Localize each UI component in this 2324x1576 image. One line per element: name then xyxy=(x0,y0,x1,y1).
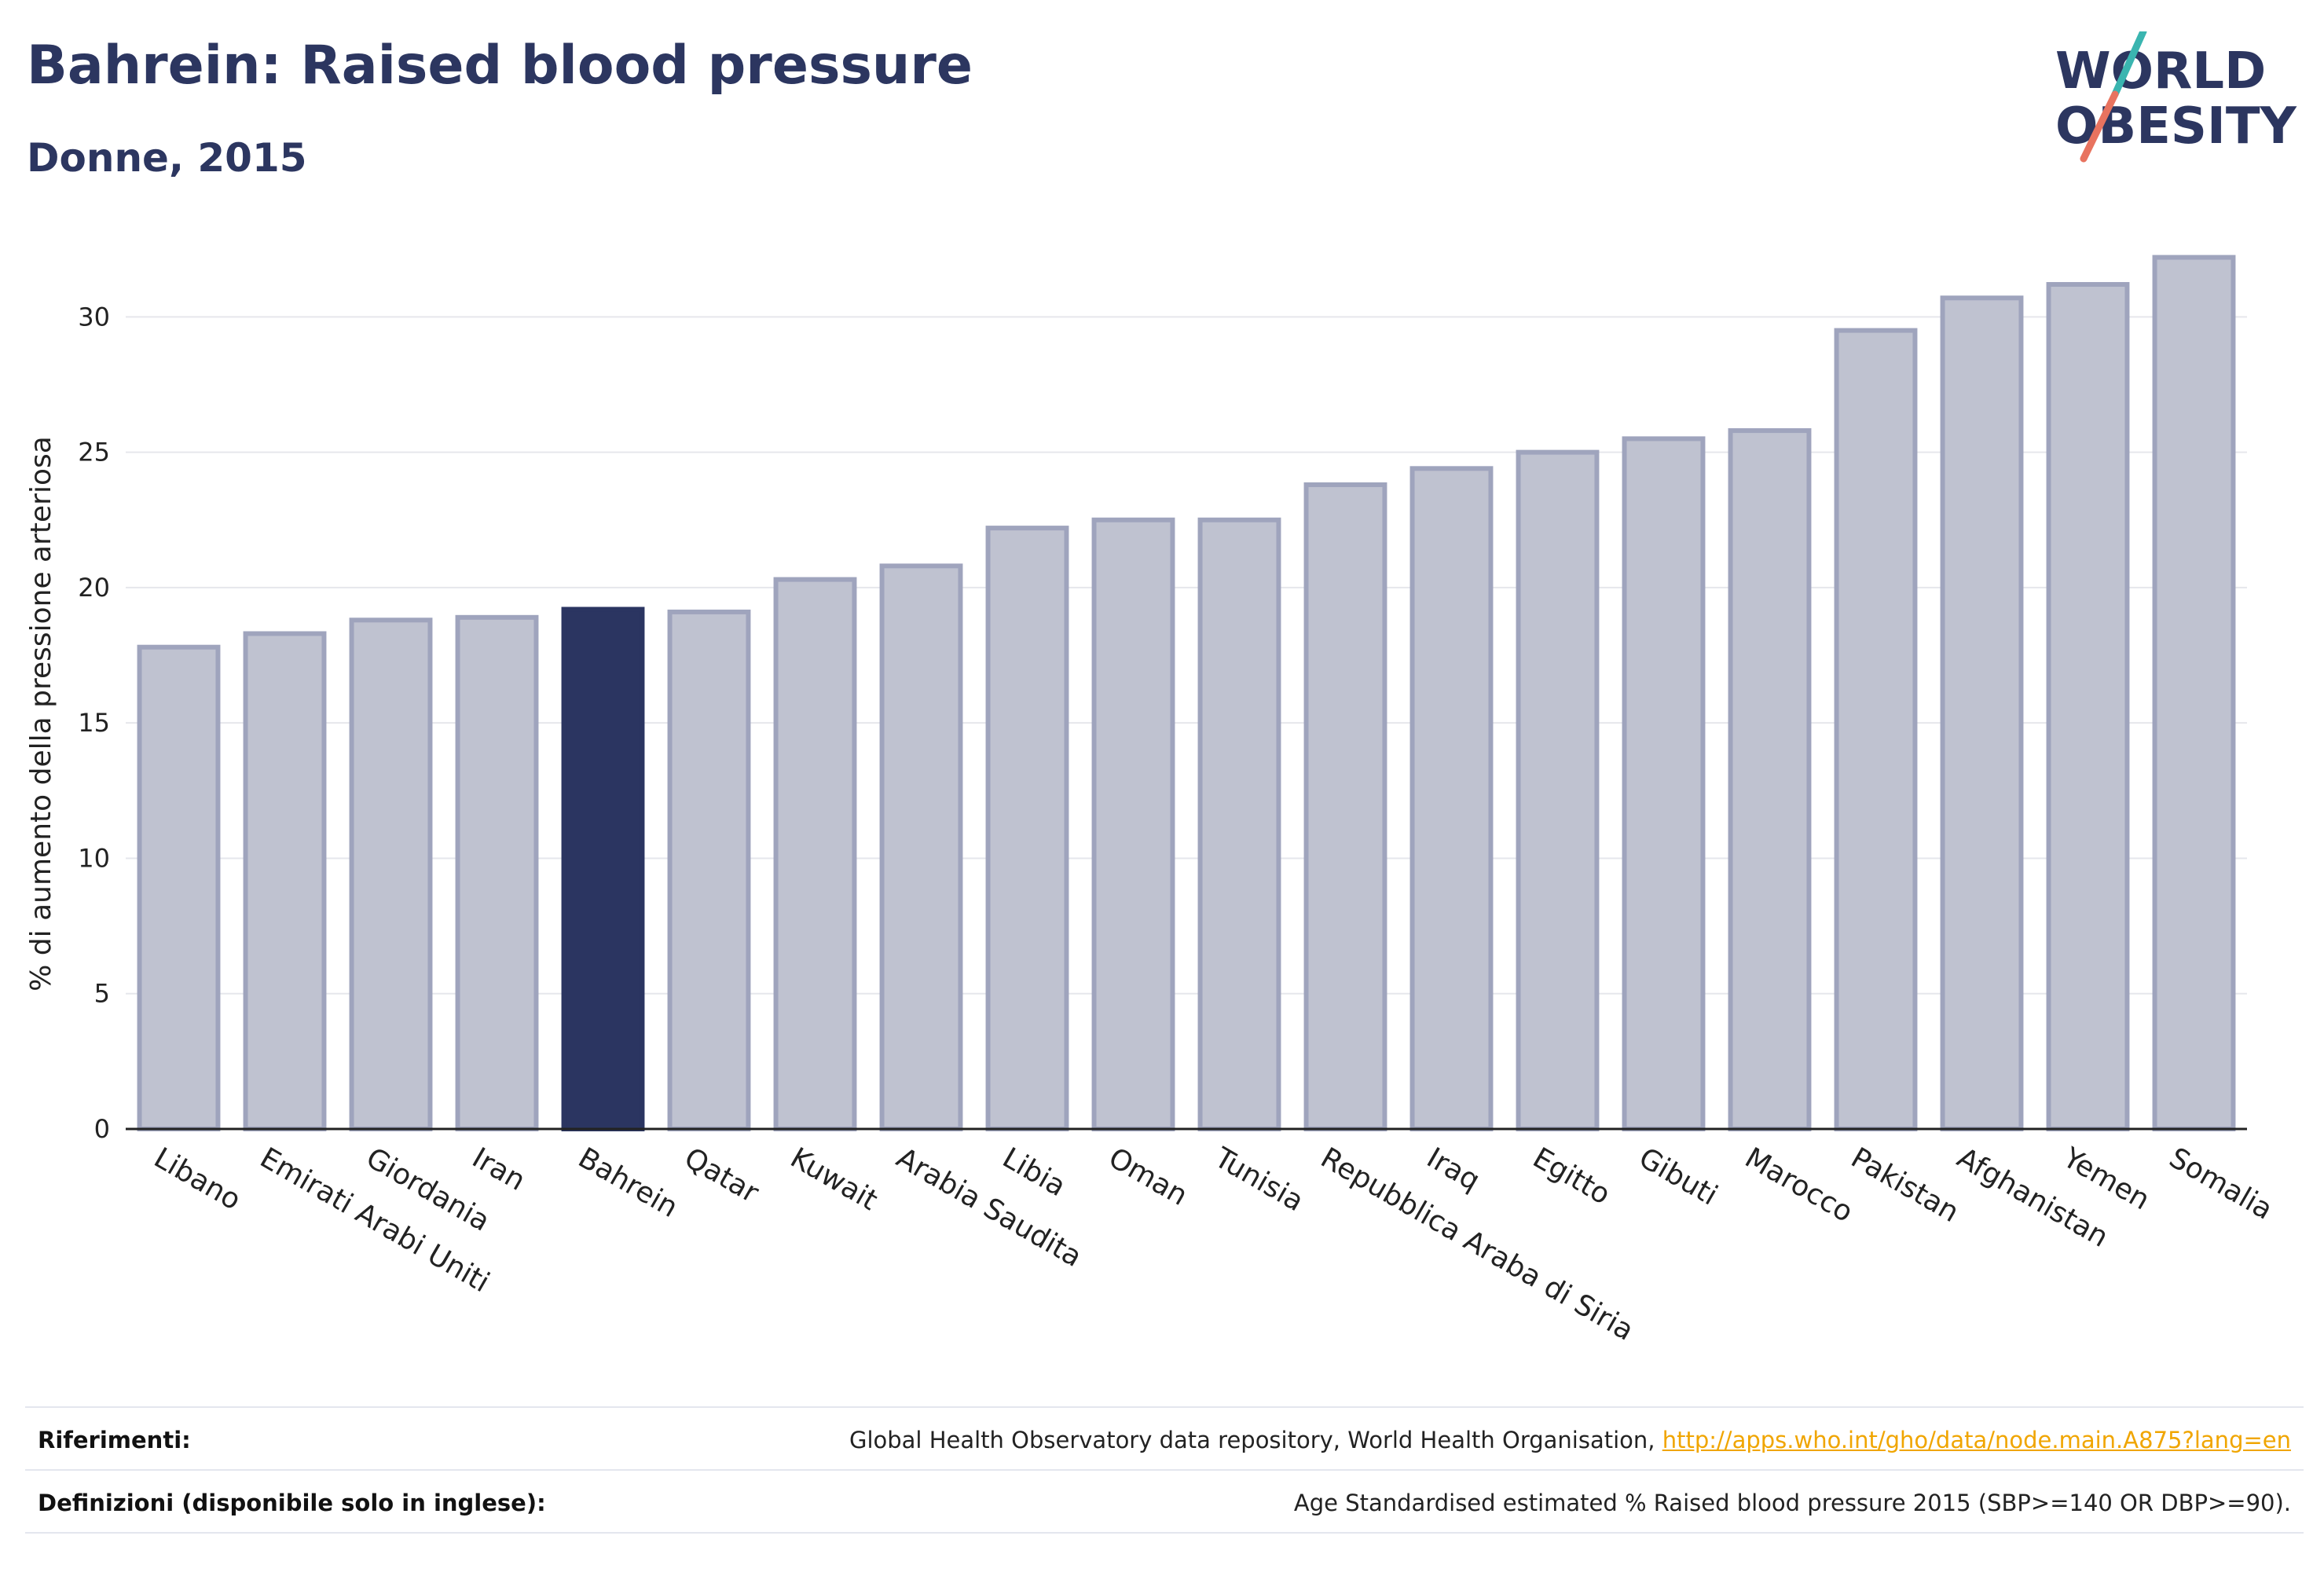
bar xyxy=(1303,482,1387,1131)
bar xyxy=(2046,282,2130,1131)
x-category-label: Arabia Saudita xyxy=(891,1142,1087,1274)
x-category-label: Pakistan xyxy=(1846,1142,1964,1229)
references-label: Riferimenti: xyxy=(38,1427,191,1453)
bar xyxy=(1728,428,1812,1131)
x-category-label: Iraq xyxy=(1421,1142,1485,1197)
y-tick-label: 25 xyxy=(78,438,110,467)
y-tick-label: 10 xyxy=(78,843,110,873)
y-axis-title: % di aumento della pressione arteriosa xyxy=(25,436,57,991)
chart-title: Bahrein: Raised blood pressure xyxy=(27,35,973,97)
x-category-label: Libia xyxy=(997,1142,1071,1203)
x-category-label: Somalia xyxy=(2164,1142,2278,1226)
x-category-label: Gibuti xyxy=(1633,1142,1723,1211)
x-category-label: Tunisia xyxy=(1208,1142,1309,1218)
y-tick-label: 20 xyxy=(78,573,110,603)
bar xyxy=(455,614,539,1131)
bar xyxy=(561,607,645,1131)
footer-divider xyxy=(25,1532,2304,1534)
bar xyxy=(773,577,857,1131)
definitions-value: Age Standardised estimated % Raised bloo… xyxy=(1293,1490,2291,1516)
references-value: Global Health Observatory data repositor… xyxy=(849,1427,2291,1453)
bar xyxy=(349,618,433,1131)
bar xyxy=(1197,517,1281,1131)
references-text: Global Health Observatory data repositor… xyxy=(849,1427,1662,1453)
x-category-label: Iran xyxy=(467,1142,530,1197)
bar xyxy=(243,631,327,1131)
gridlines xyxy=(126,316,2247,995)
bar xyxy=(1516,449,1600,1131)
bar xyxy=(985,526,1069,1131)
x-category-label: Egitto xyxy=(1527,1142,1615,1211)
bar xyxy=(1409,466,1494,1131)
definitions-label: Definizioni (disponibile solo in inglese… xyxy=(38,1490,546,1516)
y-tick-label: 5 xyxy=(94,979,110,1009)
y-tick-labels: 0 5 10 15 20 25 30 xyxy=(78,302,110,1144)
logo-line-world: WORLD xyxy=(2055,42,2266,101)
logo-slash-teal xyxy=(2111,31,2147,98)
x-category-label: Marocco xyxy=(1739,1142,1858,1229)
world-obesity-logo: WORLD OBESITY xyxy=(2055,31,2297,163)
bar xyxy=(1834,328,1918,1132)
bar xyxy=(1622,436,1706,1131)
references-link[interactable]: http://apps.who.int/gho/data/node.main.A… xyxy=(1662,1427,2291,1453)
bars xyxy=(137,255,2236,1132)
x-category-label: Oman xyxy=(1103,1142,1193,1212)
bar xyxy=(1091,517,1175,1131)
bar-chart: 0 5 10 15 20 25 30 Libano Emirati Arabi UnitiGi… xyxy=(25,255,2278,1347)
x-category-label: Bahrein xyxy=(573,1142,683,1224)
bar xyxy=(1940,295,2024,1131)
logo-slash-coral xyxy=(2080,90,2119,163)
bar xyxy=(2152,255,2236,1132)
x-category-label: Qatar xyxy=(679,1142,764,1209)
y-tick-label: 15 xyxy=(78,708,110,738)
x-category-label: Kuwait xyxy=(785,1142,883,1217)
bar xyxy=(137,644,221,1131)
bar xyxy=(667,609,751,1131)
y-tick-label: 30 xyxy=(78,302,110,332)
chart-subtitle: Donne, 2015 xyxy=(27,135,307,181)
references-row: Riferimenti: Global Health Observatory d… xyxy=(25,1406,2304,1471)
definitions-row: Definizioni (disponibile solo in inglese… xyxy=(25,1469,2304,1534)
y-tick-label: 0 xyxy=(94,1114,110,1144)
bar xyxy=(879,563,963,1131)
x-category-label: Libano xyxy=(148,1142,246,1216)
